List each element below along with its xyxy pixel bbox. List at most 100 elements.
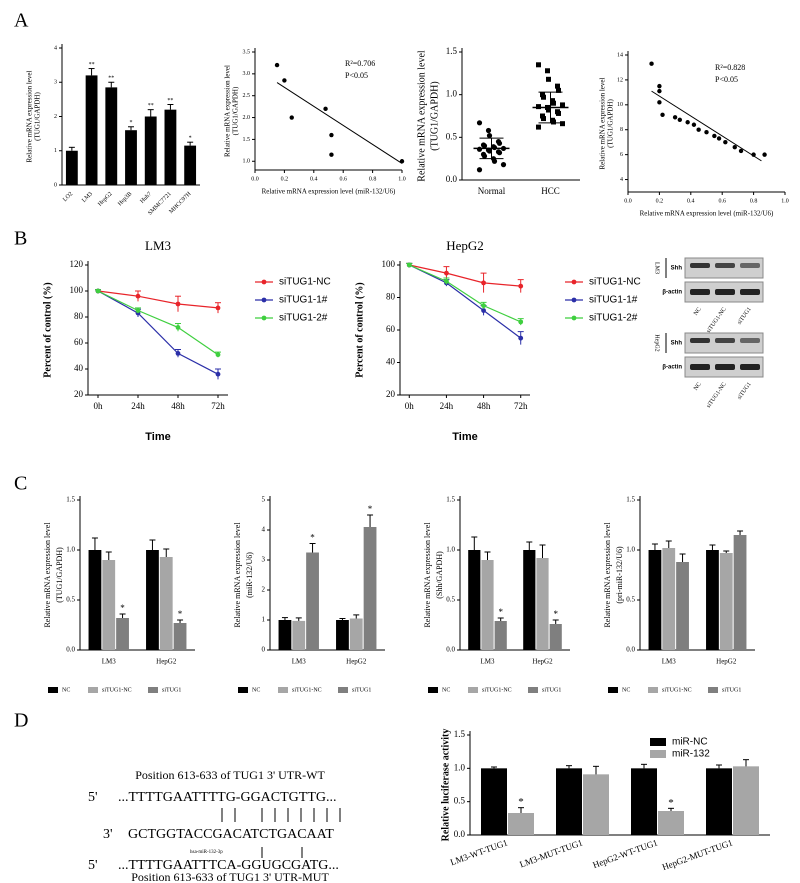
- x-tick-label: 0.4: [687, 198, 695, 204]
- point: [329, 132, 334, 138]
- legend-swatch: [650, 738, 666, 746]
- point: [685, 120, 690, 125]
- x-tick-label: LM3-WT-TUG1: [449, 837, 509, 867]
- point: [551, 100, 556, 106]
- x-tick-label: 0.2: [281, 176, 289, 182]
- point: [691, 122, 697, 127]
- sig-label: *: [368, 504, 373, 514]
- point: [657, 88, 662, 94]
- bar: [662, 548, 676, 650]
- blot-band: [715, 338, 735, 343]
- point: [546, 107, 551, 113]
- blot-lane-label: siTUG1-NC: [706, 381, 728, 409]
- marker: [481, 280, 486, 286]
- marker: [175, 325, 181, 330]
- x-tick-label: LM3: [292, 658, 307, 666]
- y-tick-label: 0.0: [446, 174, 458, 184]
- y-tick-label: 40: [386, 357, 396, 367]
- x-tick-label: 1.0: [398, 176, 406, 182]
- x-tick-label: 0h: [405, 401, 415, 411]
- bar: [146, 550, 159, 650]
- x-tick-label: HepG2-WT-TUG1: [591, 837, 658, 870]
- x-tick-label: 0.6: [718, 198, 726, 204]
- point: [536, 104, 541, 110]
- point: [738, 148, 744, 154]
- legend-label: NC: [252, 687, 260, 693]
- y-tick-label: 0.0: [66, 646, 75, 654]
- y-tick-label: 0.5: [454, 796, 466, 806]
- bar: [508, 813, 534, 835]
- legend-label: NC: [442, 687, 450, 693]
- legend-label: siTUG1: [352, 687, 371, 693]
- y-tick-label: 10: [617, 102, 623, 108]
- x-tick-label: Huh7: [139, 191, 153, 205]
- y-tick-label: 3: [262, 556, 266, 564]
- x-tick-label: 0.6: [339, 176, 347, 182]
- blot-lane-label: siTUG1-NC: [706, 306, 728, 334]
- y-tick-label: 60: [74, 337, 84, 347]
- series-line: [409, 264, 521, 323]
- y-tick-label: 2: [54, 114, 57, 120]
- sig-label: *: [553, 609, 558, 619]
- point: [500, 162, 507, 168]
- bar: [631, 768, 657, 835]
- panel-label: B: [14, 228, 27, 250]
- point: [481, 153, 488, 159]
- y-tick-label: 1.0: [626, 546, 635, 554]
- legend-label: NC: [62, 687, 70, 693]
- y-axis-label: Relative mRNA expression level: [416, 50, 427, 182]
- bar: [184, 145, 197, 185]
- y-axis-label: (TUG1/GAPDH): [232, 86, 240, 135]
- wt-title: Position 613-633 of TUG1 3' UTR-WT: [135, 768, 325, 782]
- legend-swatch: [238, 687, 248, 693]
- bar: [494, 621, 507, 650]
- point: [496, 140, 503, 146]
- y-tick-label: 120: [70, 259, 84, 269]
- legend-label: siTUG1-NC: [292, 687, 322, 693]
- point: [476, 167, 483, 173]
- bar: [523, 550, 536, 650]
- y-axis-label: (pri-miR-132/U6): [615, 546, 624, 604]
- blot-row-label: β-actin: [662, 365, 682, 371]
- point: [551, 119, 556, 125]
- x-axis-label: Relative mRNA expression level (miR-132/…: [262, 188, 396, 196]
- point: [541, 116, 546, 122]
- marker: [135, 308, 141, 313]
- legend-label: miR-NC: [672, 737, 708, 748]
- bar: [306, 552, 319, 650]
- y-tick-label: 0.0: [454, 829, 466, 839]
- x-tick-label: 72h: [211, 401, 225, 411]
- blot-band: [690, 364, 710, 370]
- series-line: [97, 290, 219, 356]
- y-tick-label: 80: [74, 311, 84, 321]
- point: [486, 148, 493, 154]
- seq-end: 5': [88, 858, 98, 873]
- sig-label: *: [518, 796, 524, 808]
- blot-band: [690, 263, 710, 268]
- x-tick-label: 0h: [94, 401, 104, 411]
- bar: [116, 618, 129, 650]
- point: [704, 130, 709, 135]
- y-tick-label: 0.5: [446, 596, 455, 604]
- wt-sequence: ...TTTTGAATTTTG-GGACTGTTG...: [118, 790, 337, 805]
- y-tick-label: 4: [620, 177, 623, 183]
- sig-label: *: [189, 136, 192, 142]
- x-tick-label: HepG2: [156, 658, 177, 666]
- mir-name: hsa-miR-132-3p: [190, 850, 223, 855]
- y-tick-label: 100: [382, 259, 396, 269]
- bar: [706, 550, 719, 650]
- x-tick-label: 0.4: [310, 176, 318, 182]
- sig-label: *: [178, 609, 183, 619]
- sig-label: **: [108, 76, 114, 82]
- y-tick-label: 8: [620, 127, 623, 133]
- sig-label: *: [310, 533, 315, 543]
- y-axis-label: Relative luciferase activity: [440, 729, 451, 842]
- panel-label: A: [14, 10, 29, 32]
- bar: [65, 150, 78, 185]
- blot-cell-line: LM3: [654, 262, 660, 274]
- point: [556, 87, 561, 93]
- point: [762, 152, 767, 157]
- sig-label: *: [668, 797, 674, 809]
- y-tick-label: 20: [74, 389, 84, 399]
- y-tick-label: 3: [54, 80, 57, 86]
